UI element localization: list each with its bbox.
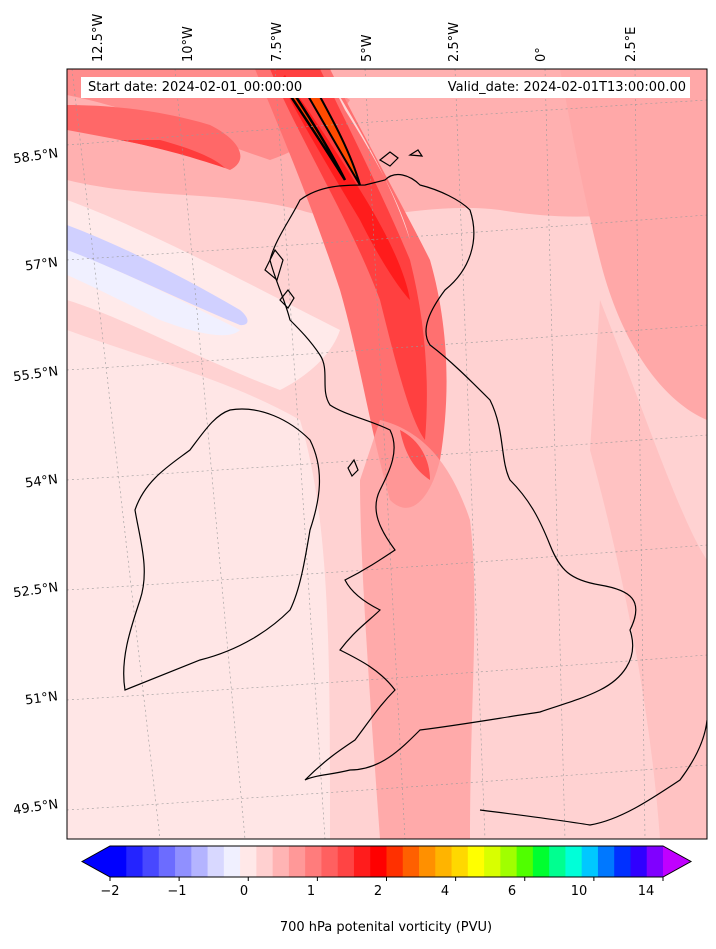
colorbar-swatch xyxy=(207,846,225,877)
isle-of-man xyxy=(347,458,359,478)
lon-label-12-5w: 12.5°W xyxy=(91,13,106,62)
colorbar-swatch xyxy=(549,846,566,877)
colorbar-tick: 6 xyxy=(507,884,517,899)
colorbar-swatch xyxy=(614,846,631,877)
colorbar-swatch xyxy=(142,846,160,877)
colorbar-swatch xyxy=(240,846,257,877)
colorbar-swatch xyxy=(597,846,615,877)
colorbar-swatch xyxy=(353,846,371,877)
colorbar-swatch xyxy=(419,846,436,877)
lon-label-5w: 5°W xyxy=(360,34,375,62)
colorbar-swatch xyxy=(191,846,209,877)
colorbar-swatch xyxy=(435,846,453,877)
colorbar-tick: 0 xyxy=(239,884,249,899)
colorbar-tick: 2 xyxy=(373,884,383,899)
colorbar-swatch xyxy=(223,846,241,877)
map-frame xyxy=(66,68,708,840)
ireland-coast xyxy=(123,408,320,691)
lon-label-0: 0° xyxy=(534,47,549,62)
colorbar-swatch xyxy=(321,846,339,877)
colorbar-swatch xyxy=(484,846,501,877)
colorbar-swatch xyxy=(126,846,144,877)
lon-label-2-5e: 2.5°E xyxy=(624,26,639,62)
colorbar-swatch xyxy=(467,846,485,877)
colorbar-swatch xyxy=(516,846,534,877)
lon-label-10w: 10°W xyxy=(181,26,196,62)
colorbar-swatch xyxy=(272,846,290,877)
colorbar-swatch xyxy=(288,846,306,877)
orkney xyxy=(378,149,424,167)
start-date-label: Start date: 2024-02-01_00:00:00 xyxy=(88,80,303,95)
colorbar-swatch xyxy=(175,846,192,877)
colorbar-swatch xyxy=(370,846,387,877)
colorbar-swatch xyxy=(500,846,518,877)
colorbar-tick: −1 xyxy=(167,884,187,899)
colorbar-swatch xyxy=(646,846,664,877)
colorbar-swatch xyxy=(110,846,127,877)
colorbar xyxy=(80,845,693,881)
france-coast xyxy=(479,719,707,826)
colorbar-extend-high xyxy=(663,846,691,877)
great-britain-coast xyxy=(269,173,637,781)
colorbar-tick: 14 xyxy=(637,884,655,899)
valid-date-label: Valid_date: 2024-02-01T13:00:00.00 xyxy=(447,80,686,95)
date-info-box: Start date: 2024-02-01_00:00:00 Valid_da… xyxy=(81,77,690,98)
colorbar-swatch xyxy=(565,846,583,877)
colorbar-tick: 4 xyxy=(440,884,450,899)
colorbar-swatch xyxy=(305,846,322,877)
graticule xyxy=(67,69,707,839)
colorbar-swatch xyxy=(630,846,648,877)
colorbar-swatch xyxy=(402,846,420,877)
colorbar-swatch xyxy=(256,846,274,877)
hebrides xyxy=(264,248,295,309)
colorbar-label: 700 hPa potenital vorticity (PVU) xyxy=(279,920,493,935)
colorbar-tick: −2 xyxy=(100,884,120,899)
colorbar-swatch xyxy=(386,846,404,877)
colorbar-extend-low xyxy=(82,846,110,877)
lon-label-7-5w: 7.5°W xyxy=(270,21,285,62)
colorbar-tick: 10 xyxy=(570,884,588,899)
lon-label-2-5w: 2.5°W xyxy=(447,21,462,62)
colorbar-swatch xyxy=(158,846,176,877)
colorbar-swatch xyxy=(532,846,550,877)
colorbar-swatch xyxy=(451,846,469,877)
coastlines xyxy=(123,149,707,826)
colorbar-tick: 1 xyxy=(306,884,316,899)
colorbar-swatch xyxy=(337,846,355,877)
colorbar-swatch xyxy=(581,846,599,877)
pv-field-layer xyxy=(67,69,707,839)
